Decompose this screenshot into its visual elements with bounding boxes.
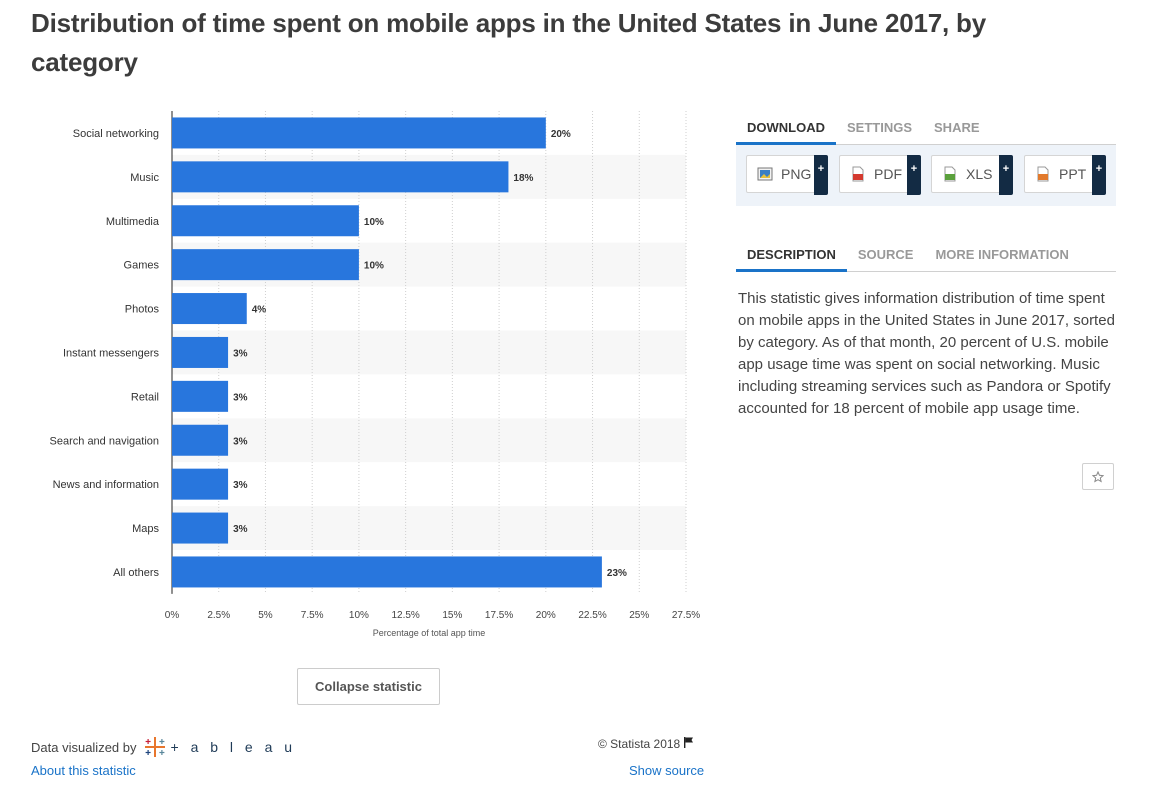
category-label: Instant messengers — [63, 347, 159, 359]
data-label: 3% — [233, 392, 248, 403]
category-label: News and information — [53, 479, 159, 491]
tab-description[interactable]: DESCRIPTION — [736, 247, 847, 272]
collapse-statistic-button[interactable]: Collapse statistic — [297, 668, 440, 705]
row-band — [172, 418, 686, 463]
download-xls-label: XLS — [966, 166, 993, 182]
data-label: 18% — [513, 173, 533, 184]
plus-icon[interactable]: + — [1092, 155, 1106, 195]
data-label: 23% — [607, 568, 627, 579]
copyright-text: © Statista 2018 — [598, 736, 681, 751]
tableau-logo[interactable]: + a b l e a u — [143, 735, 297, 759]
bar — [172, 161, 509, 193]
x-tick-label: 17.5% — [485, 610, 513, 621]
tab-download[interactable]: DOWNLOAD — [736, 120, 836, 145]
category-label: Music — [130, 172, 159, 184]
download-pdf-button[interactable]: PDF + — [839, 155, 921, 195]
bar — [172, 512, 229, 544]
x-tick-label: 27.5% — [672, 610, 700, 621]
info-tabs: DESCRIPTION SOURCE MORE INFORMATION — [736, 247, 1116, 272]
bar — [172, 468, 229, 500]
png-file-icon — [757, 167, 773, 181]
plus-icon[interactable]: + — [814, 155, 828, 195]
x-tick-label: 22.5% — [578, 610, 606, 621]
x-tick-label: 5% — [258, 610, 273, 621]
data-label: 10% — [364, 261, 384, 272]
category-label: Retail — [131, 391, 159, 403]
ppt-file-icon — [1037, 166, 1049, 182]
download-png-button[interactable]: PNG + — [746, 155, 828, 195]
category-label: Games — [124, 260, 160, 272]
data-visualized-by: Data visualized by + a b l e a u — [31, 735, 296, 759]
plus-icon[interactable]: + — [907, 155, 921, 195]
data-label: 3% — [233, 348, 248, 359]
x-tick-label: 25% — [629, 610, 649, 621]
bar — [172, 336, 229, 368]
tab-source[interactable]: SOURCE — [857, 247, 914, 262]
tab-settings[interactable]: SETTINGS — [847, 120, 913, 135]
tableau-wordmark: + a b l e a u — [170, 739, 297, 755]
data-label: 10% — [364, 217, 384, 228]
show-source-link[interactable]: Show source — [629, 763, 705, 778]
x-tick-label: 15% — [442, 610, 462, 621]
download-ppt-label: PPT — [1059, 166, 1087, 182]
xls-file-icon — [944, 166, 956, 182]
data-label: 3% — [233, 524, 248, 535]
bar — [172, 117, 546, 149]
x-tick-label: 2.5% — [207, 610, 230, 621]
row-band — [172, 330, 686, 375]
download-tabs: DOWNLOAD SETTINGS SHARE — [736, 120, 1116, 145]
x-tick-label: 12.5% — [391, 610, 419, 621]
bar — [172, 380, 229, 412]
category-label: Search and navigation — [50, 435, 159, 447]
bar — [172, 556, 602, 588]
tab-more-information[interactable]: MORE INFORMATION — [935, 247, 1069, 262]
x-tick-label: 20% — [536, 610, 556, 621]
data-label: 3% — [233, 480, 248, 491]
description-text: This statistic gives information distrib… — [738, 290, 1115, 417]
bar — [172, 205, 359, 237]
x-tick-label: 10% — [349, 610, 369, 621]
category-label: Maps — [132, 523, 159, 535]
tab-share[interactable]: SHARE — [934, 120, 980, 135]
star-icon — [1092, 470, 1104, 483]
tableau-icon — [144, 737, 165, 757]
download-pdf-label: PDF — [874, 166, 902, 182]
copyright: © Statista 2018 — [598, 736, 695, 751]
category-label: Photos — [125, 304, 160, 316]
download-xls-button[interactable]: XLS + — [931, 155, 1013, 195]
category-label: Social networking — [73, 128, 159, 140]
data-label: 3% — [233, 436, 248, 447]
category-label: Multimedia — [106, 216, 160, 228]
x-tick-label: 0% — [165, 610, 180, 621]
x-tick-label: 7.5% — [301, 610, 324, 621]
category-label: All others — [113, 567, 159, 579]
bar-chart: Social networking 20% Music 18% Multimedia 10… — [50, 111, 700, 638]
x-axis-label: Percentage of total app time — [373, 628, 486, 638]
bar — [172, 293, 247, 325]
pdf-file-icon — [852, 166, 864, 182]
data-visualized-label: Data visualized by — [31, 739, 137, 755]
bar — [172, 249, 359, 281]
download-box: PNG + PDF + XLS + PPT + — [736, 145, 1116, 206]
favorite-button[interactable] — [1082, 463, 1114, 490]
plus-icon[interactable]: + — [999, 155, 1013, 195]
download-png-label: PNG — [781, 166, 812, 182]
data-label: 4% — [252, 305, 267, 316]
about-statistic-link[interactable]: About this statistic — [31, 763, 136, 778]
bar — [172, 424, 229, 456]
download-ppt-button[interactable]: PPT + — [1024, 155, 1106, 195]
page-title: Distribution of time spent on mobile app… — [31, 8, 986, 77]
data-label: 20% — [551, 129, 571, 140]
row-band — [172, 506, 686, 550]
flag-icon[interactable] — [683, 736, 695, 751]
